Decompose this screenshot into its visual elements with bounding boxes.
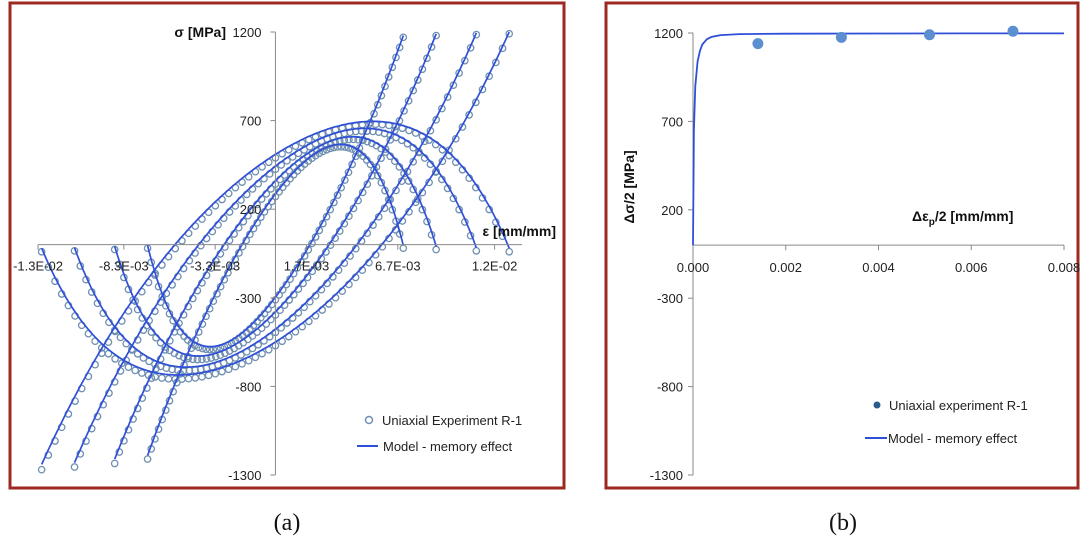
panel-b-model-line bbox=[692, 32, 1064, 246]
panel-b-experiment-point bbox=[924, 29, 936, 41]
panel-b-x-axis-title-main: Δε bbox=[912, 208, 929, 224]
panel-a-experiment-point bbox=[151, 373, 160, 381]
panel-a-caption: (a) bbox=[274, 510, 301, 536]
panel-a-x-tick-label: 6.7E-03 bbox=[375, 259, 421, 274]
panel-b-y-tick-label: 1200 bbox=[654, 26, 683, 41]
panel-b-legend-label-experiment: Uniaxial experiment R-1 bbox=[889, 398, 1028, 413]
panel-b-y-tick-label: -800 bbox=[657, 380, 683, 395]
panel-a-experiment-point bbox=[399, 33, 408, 42]
panel-a-legend-label-model: Model - memory effect bbox=[383, 439, 512, 454]
panel-a: -1.3E-02 -8.3E-03 -3.3E-03 1.7E-03 6.7E-03 1.… bbox=[8, 1, 566, 490]
panel-a-experiment-point bbox=[432, 31, 441, 40]
panel-a-axes: -1.3E-02 -8.3E-03 -3.3E-03 1.7E-03 6.7E-03 1.… bbox=[13, 25, 522, 483]
panel-b-x-axis-title-subscript: p bbox=[929, 217, 935, 228]
panel-a-experiment-point bbox=[143, 455, 152, 463]
panel-a-experiment-point bbox=[70, 463, 79, 471]
panel-a-experiment-point bbox=[505, 29, 514, 38]
panel-a-y-tick-label: 700 bbox=[240, 114, 262, 129]
panel-b-x-tick-label: 0.000 bbox=[677, 260, 710, 275]
panel-b-legend-marker-experiment bbox=[873, 401, 881, 409]
panel-b-x-tick-label: 0.004 bbox=[862, 260, 895, 275]
panel-b-y-tick-label: 700 bbox=[661, 114, 683, 129]
panel-a-x-tick-label: -1.3E-02 bbox=[13, 259, 63, 274]
panel-b-y-axis-title: Δσ/2 [MPa] bbox=[621, 150, 637, 223]
panel-a-experiment-point bbox=[37, 465, 46, 474]
panel-b-series bbox=[692, 25, 1064, 246]
panel-a-y-tick-label: 200 bbox=[240, 202, 262, 217]
panel-a-x-tick-label: -3.3E-03 bbox=[190, 259, 240, 274]
panel-a-legend-marker-experiment bbox=[364, 415, 374, 425]
panel-a-y-tick-label: -800 bbox=[235, 379, 261, 394]
panel-a-experiment-point bbox=[110, 245, 119, 254]
panel-a-experiment-point bbox=[131, 366, 140, 375]
panel-a-experiment-point bbox=[124, 363, 133, 372]
panel-a-experiment-point bbox=[137, 369, 146, 377]
panel-a-x-tick-label: -8.3E-03 bbox=[99, 259, 149, 274]
panel-b-x-tick-label: 0.006 bbox=[955, 260, 988, 275]
panel-a-experiment-point bbox=[110, 459, 119, 468]
panel-a-x-axis-title: ε [mm/mm] bbox=[482, 223, 556, 239]
panel-b-x-tick-label: 0.002 bbox=[769, 260, 802, 275]
panel-b-axes: 0.000 0.002 0.004 0.006 0.008 1200 700 200 -300 -… bbox=[650, 26, 1080, 483]
panel-b-x-axis-title-tail: /2 [mm/mm] bbox=[935, 208, 1014, 224]
panel-a-experiment-point bbox=[472, 30, 481, 39]
panel-a-legend-label-experiment: Uniaxial Experiment R-1 bbox=[382, 413, 522, 428]
panel-b-experiment-point bbox=[835, 31, 847, 43]
panel-a-y-tick-label: -300 bbox=[235, 291, 261, 306]
panel-b-x-axis-title: Δεp/2 [mm/mm] bbox=[912, 208, 1013, 228]
panel-a-legend-box bbox=[360, 403, 552, 459]
panel-a-y-tick-label: -1300 bbox=[228, 468, 261, 483]
panel-b: 0.000 0.002 0.004 0.006 0.008 1200 700 200 -300 -… bbox=[604, 1, 1080, 490]
panel-b-experiment-point bbox=[752, 38, 764, 50]
panel-a-experiment-point bbox=[505, 247, 514, 256]
panel-a-x-tick-label: 1.7E-03 bbox=[284, 259, 330, 274]
panel-a-legend: Uniaxial Experiment R-1 Model - memory e… bbox=[357, 403, 552, 459]
panel-b-y-tick-label: -1300 bbox=[650, 468, 683, 483]
panel-b-legend-label-model: Model - memory effect bbox=[888, 431, 1017, 446]
panel-b-caption: (b) bbox=[829, 510, 857, 536]
panel-a-experiment-point bbox=[70, 246, 79, 255]
panel-a-experiment-point bbox=[333, 143, 342, 151]
panel-b-experiment-point bbox=[1007, 25, 1019, 37]
panel-b-y-tick-label: -300 bbox=[657, 291, 683, 306]
panel-b-legend: Uniaxial experiment R-1 Model - memory e… bbox=[865, 398, 1028, 446]
panel-a-y-axis-title: σ [MPa] bbox=[174, 24, 226, 40]
panel-b-x-tick-label: 0.008 bbox=[1048, 260, 1080, 275]
panel-b-y-tick-label: 200 bbox=[661, 203, 683, 218]
panel-a-x-tick-label: 1.2E-02 bbox=[472, 259, 518, 274]
panel-a-experiment-point bbox=[111, 355, 119, 363]
panel-a-y-tick-label: 1200 bbox=[233, 25, 262, 40]
